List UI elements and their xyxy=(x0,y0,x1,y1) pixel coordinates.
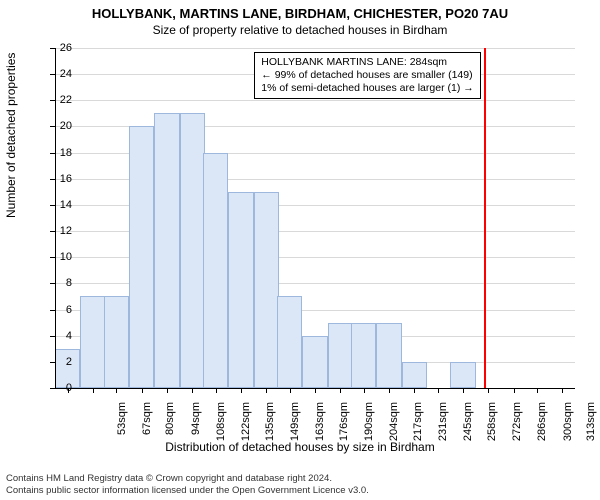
histogram-bar xyxy=(129,126,154,388)
y-tick-label: 4 xyxy=(48,330,72,342)
histogram-bar xyxy=(450,362,475,388)
x-tick-label: 122sqm xyxy=(240,402,252,452)
x-tick-mark xyxy=(537,388,538,393)
x-tick-label: 286sqm xyxy=(536,402,548,452)
chart-title: HOLLYBANK, MARTINS LANE, BIRDHAM, CHICHE… xyxy=(0,0,600,21)
x-tick-label: 135sqm xyxy=(264,402,276,452)
histogram-bar xyxy=(180,113,205,388)
x-tick-label: 300sqm xyxy=(562,402,574,452)
x-tick-label: 149sqm xyxy=(289,402,301,452)
x-tick-label: 176sqm xyxy=(338,402,350,452)
x-tick-mark xyxy=(116,388,117,393)
histogram-bar xyxy=(203,153,228,388)
y-tick-label: 0 xyxy=(48,382,72,394)
x-tick-mark xyxy=(340,388,341,393)
x-tick-label: 245sqm xyxy=(462,402,474,452)
x-tick-mark xyxy=(266,388,267,393)
x-tick-mark xyxy=(438,388,439,393)
histogram-bar xyxy=(254,192,279,388)
annotation-line: HOLLYBANK MARTINS LANE: 284sqm xyxy=(261,56,473,69)
x-tick-label: 94sqm xyxy=(190,402,202,452)
y-tick-label: 22 xyxy=(48,94,72,106)
histogram-bar xyxy=(376,323,401,388)
marker-line xyxy=(484,48,486,388)
x-tick-label: 313sqm xyxy=(585,402,597,452)
x-tick-mark xyxy=(93,388,94,393)
x-tick-mark xyxy=(167,388,168,393)
histogram-bar xyxy=(302,336,327,388)
x-tick-mark xyxy=(216,388,217,393)
x-tick-label: 80sqm xyxy=(164,402,176,452)
x-tick-mark xyxy=(315,388,316,393)
y-tick-label: 10 xyxy=(48,251,72,263)
histogram-bar xyxy=(351,323,376,388)
annotation-box: HOLLYBANK MARTINS LANE: 284sqm← 99% of d… xyxy=(254,52,480,99)
histogram-bar xyxy=(104,296,129,388)
y-tick-label: 26 xyxy=(48,42,72,54)
histogram-bar xyxy=(154,113,179,388)
y-tick-label: 14 xyxy=(48,199,72,211)
y-tick-label: 18 xyxy=(48,147,72,159)
x-tick-label: 67sqm xyxy=(141,402,153,452)
histogram-bar xyxy=(402,362,427,388)
histogram-bar xyxy=(228,192,253,388)
grid-line xyxy=(55,100,575,101)
footer-attribution: Contains HM Land Registry data © Crown c… xyxy=(6,473,369,496)
x-tick-label: 231sqm xyxy=(437,402,449,452)
footer-line-1: Contains HM Land Registry data © Crown c… xyxy=(6,473,369,484)
x-tick-label: 53sqm xyxy=(116,402,128,452)
chart-subtitle: Size of property relative to detached ho… xyxy=(0,21,600,37)
x-tick-mark xyxy=(290,388,291,393)
histogram-bar xyxy=(277,296,302,388)
x-tick-label: 190sqm xyxy=(363,402,375,452)
x-tick-mark xyxy=(488,388,489,393)
x-tick-mark xyxy=(389,388,390,393)
x-tick-mark xyxy=(192,388,193,393)
y-tick-label: 16 xyxy=(48,173,72,185)
x-tick-label: 163sqm xyxy=(314,402,326,452)
x-tick-label: 272sqm xyxy=(511,402,523,452)
x-tick-label: 204sqm xyxy=(388,402,400,452)
y-axis-label: Number of detached properties xyxy=(4,53,18,218)
x-tick-mark xyxy=(142,388,143,393)
grid-line xyxy=(55,48,575,49)
annotation-line: ← 99% of detached houses are smaller (14… xyxy=(261,69,473,82)
x-tick-mark xyxy=(364,388,365,393)
y-tick-label: 6 xyxy=(48,304,72,316)
x-tick-mark xyxy=(463,388,464,393)
x-tick-mark xyxy=(562,388,563,393)
y-tick-label: 20 xyxy=(48,120,72,132)
x-tick-mark xyxy=(241,388,242,393)
x-tick-label: 258sqm xyxy=(486,402,498,452)
x-tick-mark xyxy=(514,388,515,393)
histogram-bar xyxy=(80,296,105,388)
x-tick-label: 217sqm xyxy=(412,402,424,452)
y-tick-label: 2 xyxy=(48,356,72,368)
x-tick-label: 108sqm xyxy=(215,402,227,452)
histogram-bar xyxy=(328,323,353,388)
y-tick-label: 24 xyxy=(48,68,72,80)
x-tick-mark xyxy=(414,388,415,393)
footer-line-2: Contains public sector information licen… xyxy=(6,485,369,496)
annotation-line: 1% of semi-detached houses are larger (1… xyxy=(261,82,473,95)
y-tick-label: 8 xyxy=(48,277,72,289)
y-tick-label: 12 xyxy=(48,225,72,237)
